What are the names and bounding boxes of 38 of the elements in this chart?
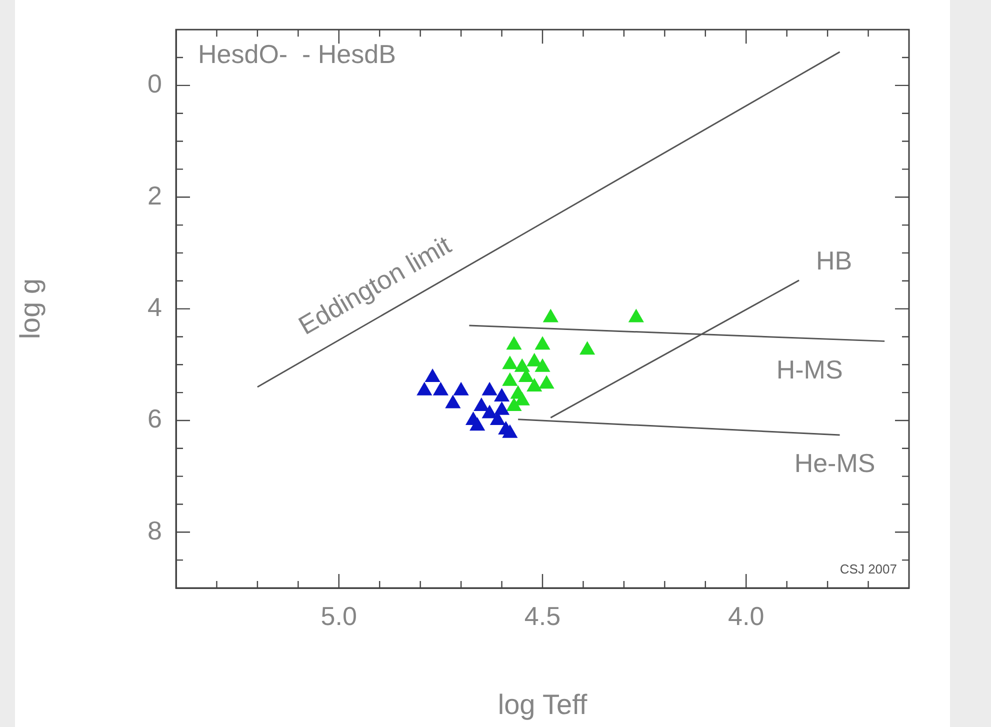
point: [502, 372, 518, 386]
point: [526, 378, 542, 392]
y-tick-label: 2: [148, 180, 162, 210]
annotation: HesdO- - HesdB: [198, 38, 396, 69]
point: [432, 382, 448, 396]
point: [453, 382, 469, 396]
point: [482, 382, 498, 396]
point: [502, 356, 518, 370]
point: [628, 308, 644, 322]
point: [424, 368, 440, 382]
point: [482, 404, 498, 418]
x-tick-label: 4.0: [728, 600, 764, 631]
y-axis-title: log g: [14, 278, 46, 340]
annotation: H-MS: [776, 354, 843, 384]
point: [474, 398, 490, 412]
y-tick-label: 0: [148, 68, 162, 99]
annotation: HB: [816, 245, 852, 276]
point: [506, 336, 522, 350]
x-axis-title: log Teff: [498, 688, 588, 720]
point: [534, 358, 550, 372]
point: [506, 398, 522, 412]
x-tick-label: 5.0: [320, 600, 357, 631]
y-tick-label: 6: [148, 404, 162, 434]
point: [502, 424, 518, 438]
point: [538, 375, 554, 389]
point: [416, 382, 432, 396]
y-tick-label: 8: [148, 515, 162, 546]
point: [580, 341, 596, 355]
annotation: CSJ 2007: [840, 562, 897, 577]
point: [514, 358, 530, 372]
point: [445, 394, 461, 408]
annotation: He-MS: [794, 448, 876, 478]
y-tick-label: 4: [148, 292, 162, 322]
point: [542, 308, 558, 322]
point: [494, 388, 510, 402]
x-tick-label: 4.5: [524, 600, 561, 631]
point: [534, 336, 550, 350]
point: [494, 401, 510, 415]
